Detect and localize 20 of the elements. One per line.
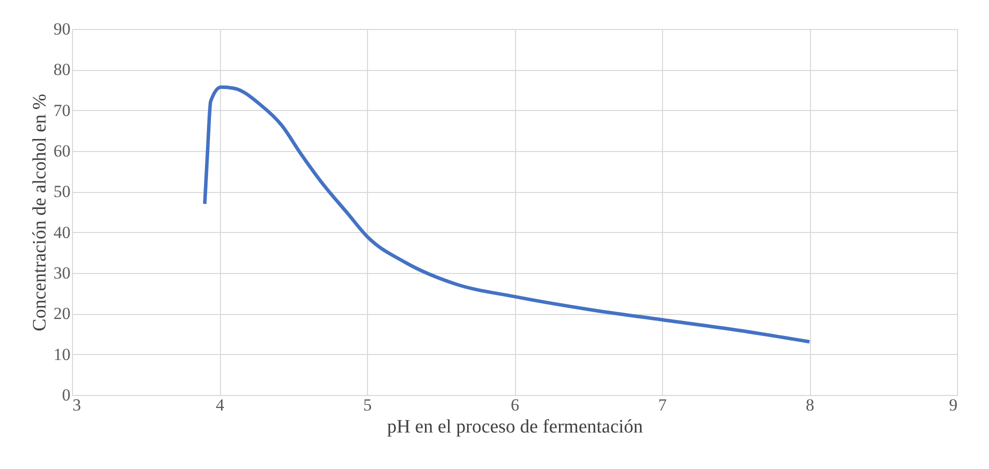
x-axis-title: pH en el proceso de fermentación xyxy=(387,416,644,438)
y-tick-label: 30 xyxy=(54,264,70,282)
y-tick-label: 40 xyxy=(54,222,70,242)
y-axis-title: Concentración de alcohol en % xyxy=(30,94,50,332)
y-tick-label: 90 xyxy=(54,20,70,38)
y-tick-label: 60 xyxy=(54,142,70,160)
x-tick-label: 3 xyxy=(72,396,81,414)
y-tick-label: 50 xyxy=(54,182,70,202)
x-tick-label: 4 xyxy=(216,396,225,414)
y-tick-label: 80 xyxy=(54,60,70,80)
x-tick-label: 6 xyxy=(510,396,520,414)
x-tick-label: 9 xyxy=(949,396,958,414)
x-tick-label: 5 xyxy=(363,396,372,414)
line-series xyxy=(203,85,812,344)
y-tick-label: 70 xyxy=(54,100,70,120)
x-tick-label: 7 xyxy=(658,396,668,414)
y-tick-label: 10 xyxy=(54,344,70,364)
y-tick-label: 20 xyxy=(54,304,70,324)
y-tick-label: 0 xyxy=(62,386,70,404)
x-tick-label: 8 xyxy=(806,396,814,414)
